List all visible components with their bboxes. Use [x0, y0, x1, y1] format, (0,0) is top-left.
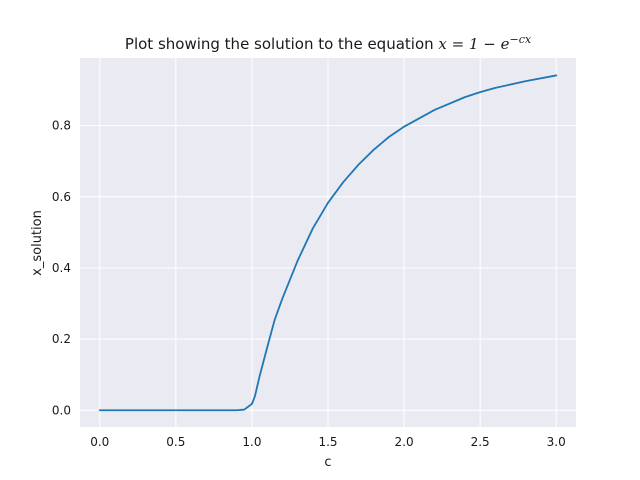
x-tick-label: 0.5 [166, 435, 185, 449]
y-tick-label: 0.6 [52, 190, 71, 204]
chart-title-text: Plot showing the solution to the equatio… [125, 35, 434, 53]
y-tick-label: 0.0 [52, 403, 71, 417]
chart-title-math-superscript: −cx [510, 33, 532, 46]
series-line [98, 74, 558, 412]
chart-title-math: x = 1 − e [438, 35, 509, 53]
chart-title: Plot showing the solution to the equatio… [125, 33, 532, 53]
y-tick-label: 0.4 [52, 261, 71, 275]
x-tick-labels: 0.0 0.5 1.0 1.5 2.0 2.5 3.0 [90, 435, 566, 449]
x-tick-label: 0.0 [90, 435, 109, 449]
x-axis-label: c [324, 455, 331, 470]
y-tick-label: 0.2 [52, 332, 71, 346]
x-tick-label: 3.0 [547, 435, 566, 449]
y-tick-label: 0.8 [52, 119, 71, 133]
x-tick-label: 1.0 [242, 435, 261, 449]
x-tick-label: 2.0 [395, 435, 414, 449]
y-tick-labels: 0.0 0.2 0.4 0.6 0.8 [52, 119, 71, 418]
y-axis-label: x_solution [30, 210, 45, 276]
x-tick-label: 2.5 [471, 435, 490, 449]
x-tick-label: 1.5 [318, 435, 337, 449]
